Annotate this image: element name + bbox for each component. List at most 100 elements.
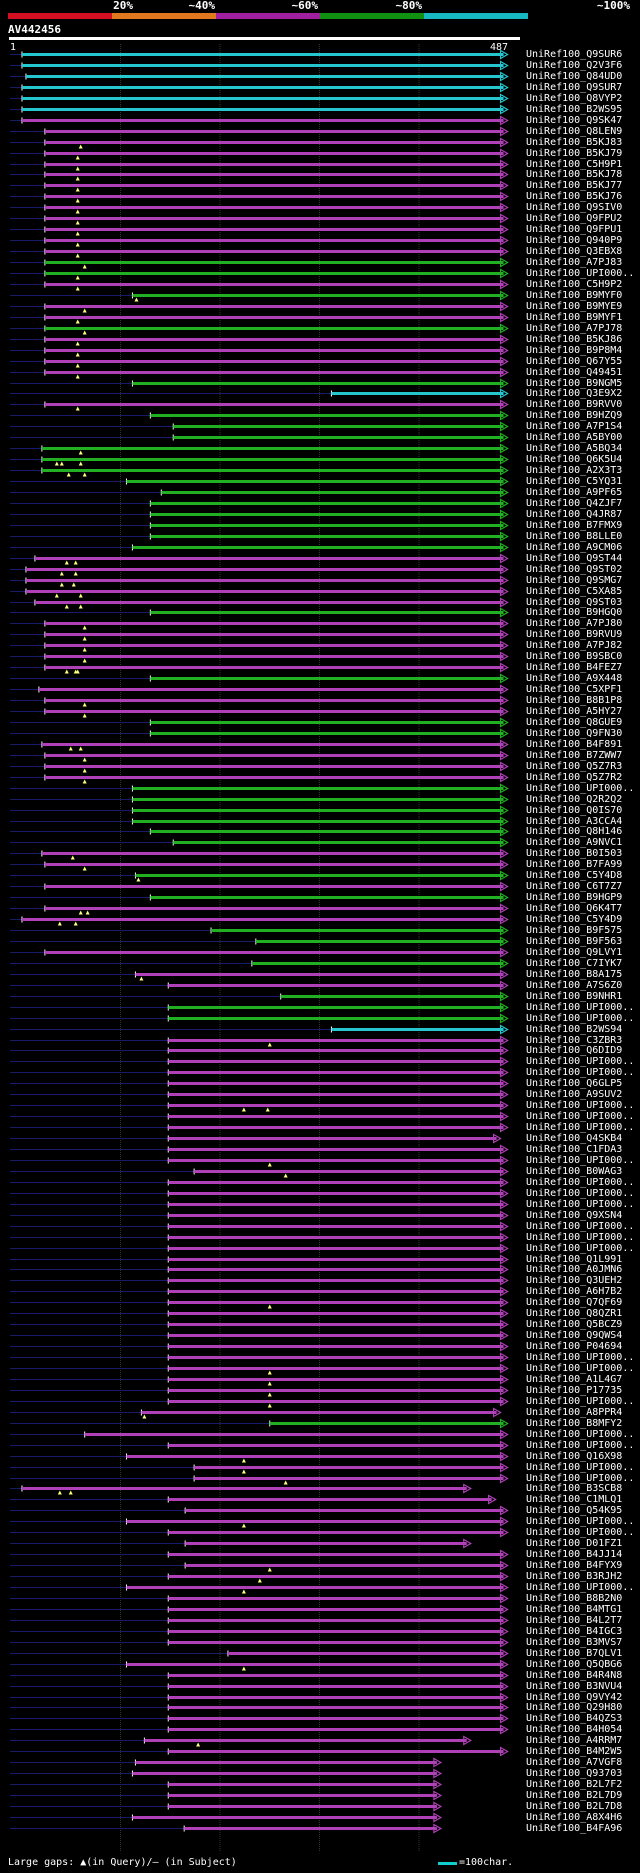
hit-label[interactable]: UniRef100_A4RRM7 bbox=[526, 1734, 623, 1746]
hit-row[interactable] bbox=[10, 487, 509, 498]
hit-row[interactable] bbox=[10, 301, 509, 313]
hit-row[interactable] bbox=[10, 684, 509, 695]
hit-row[interactable] bbox=[10, 1571, 509, 1583]
hit-row[interactable] bbox=[10, 334, 509, 346]
hit-row[interactable] bbox=[10, 213, 509, 225]
hit-row[interactable] bbox=[10, 1582, 509, 1594]
hit-row[interactable] bbox=[10, 1319, 509, 1330]
hit-row[interactable] bbox=[10, 356, 509, 368]
hit-row[interactable] bbox=[10, 1264, 509, 1275]
hit-label[interactable]: UniRef100_UPI000.. bbox=[526, 1198, 635, 1210]
hit-label[interactable]: UniRef100_A9X448 bbox=[526, 672, 623, 684]
hit-row[interactable] bbox=[10, 903, 509, 915]
hit-row[interactable] bbox=[10, 1473, 509, 1485]
hit-label[interactable]: UniRef100_Q54K95 bbox=[526, 1504, 623, 1516]
hit-label[interactable]: UniRef100_UPI000.. bbox=[526, 1220, 635, 1232]
hit-row[interactable] bbox=[10, 542, 509, 553]
hit-label[interactable]: UniRef100_Q9ST44 bbox=[526, 552, 623, 564]
hit-row[interactable] bbox=[10, 1352, 509, 1363]
hit-row[interactable] bbox=[10, 1089, 509, 1100]
hit-row[interactable] bbox=[10, 1538, 472, 1549]
hit-label[interactable]: UniRef100_Q3EBX8 bbox=[526, 245, 623, 257]
hit-row[interactable] bbox=[10, 93, 509, 104]
hit-label[interactable]: UniRef100_C5H9P2 bbox=[526, 278, 623, 290]
hit-row[interactable] bbox=[10, 1494, 497, 1505]
hit-row[interactable] bbox=[10, 1823, 443, 1834]
hit-label[interactable]: UniRef100_UPI000.. bbox=[526, 1439, 635, 1451]
hit-row[interactable] bbox=[10, 323, 509, 335]
hit-label[interactable]: UniRef100_UPI000.. bbox=[526, 1461, 635, 1473]
hit-row[interactable] bbox=[10, 509, 509, 520]
hit-label[interactable]: UniRef100_Q0IS70 bbox=[526, 804, 623, 816]
hit-row[interactable] bbox=[10, 1024, 509, 1035]
hit-row[interactable] bbox=[10, 728, 509, 739]
hit-label[interactable]: UniRef100_Q16X98 bbox=[526, 1450, 623, 1462]
hit-label[interactable]: UniRef100_Q9SK47 bbox=[526, 114, 623, 126]
hit-row[interactable] bbox=[10, 246, 509, 258]
hit-row[interactable] bbox=[10, 1308, 509, 1319]
hit-label[interactable]: UniRef100_A7VGF8 bbox=[526, 1756, 623, 1768]
hit-label[interactable]: UniRef100_B4R4N8 bbox=[526, 1669, 623, 1681]
hit-row[interactable] bbox=[10, 180, 509, 192]
hit-label[interactable]: UniRef100_Q4ZJF7 bbox=[526, 497, 623, 509]
hit-label[interactable]: UniRef100_B8B2N0 bbox=[526, 1592, 623, 1604]
hit-row[interactable] bbox=[10, 1407, 502, 1419]
hit-label[interactable]: UniRef100_C6T7Z7 bbox=[526, 880, 623, 892]
hit-row[interactable] bbox=[10, 257, 509, 269]
hit-row[interactable] bbox=[10, 1330, 509, 1341]
hit-label[interactable]: UniRef100_Q9LVY1 bbox=[526, 946, 623, 958]
hit-label[interactable]: UniRef100_B8B1P8 bbox=[526, 694, 623, 706]
hit-label[interactable]: UniRef100_A7PJ80 bbox=[526, 617, 623, 629]
hit-row[interactable] bbox=[10, 597, 509, 609]
hit-label[interactable]: UniRef100_C5H9P1 bbox=[526, 158, 623, 170]
hit-label[interactable]: UniRef100_B5KJ76 bbox=[526, 190, 623, 202]
hit-label[interactable]: UniRef100_P17735 bbox=[526, 1384, 623, 1396]
hit-row[interactable] bbox=[10, 1374, 509, 1386]
hit-label[interactable]: UniRef100_Q6K5U4 bbox=[526, 453, 623, 465]
hit-label[interactable]: UniRef100_A8X4H6 bbox=[526, 1811, 623, 1823]
hit-label[interactable]: UniRef100_B3NVU4 bbox=[526, 1680, 623, 1692]
hit-row[interactable] bbox=[10, 1385, 509, 1397]
hit-label[interactable]: UniRef100_Q49451 bbox=[526, 366, 623, 378]
hit-row[interactable] bbox=[10, 706, 509, 718]
hit-label[interactable]: UniRef100_A7PJ78 bbox=[526, 322, 623, 334]
hit-label[interactable]: UniRef100_B9F563 bbox=[526, 935, 623, 947]
hit-row[interactable] bbox=[10, 1670, 509, 1681]
hit-row[interactable] bbox=[10, 60, 509, 71]
hit-row[interactable] bbox=[10, 794, 509, 805]
hit-label[interactable]: UniRef100_B4QZS3 bbox=[526, 1712, 623, 1724]
hit-label[interactable]: UniRef100_Q6GLP5 bbox=[526, 1077, 623, 1089]
hit-row[interactable] bbox=[10, 1210, 509, 1221]
hit-row[interactable] bbox=[10, 476, 509, 487]
hit-label[interactable]: UniRef100_B9MYF0 bbox=[526, 289, 623, 301]
hit-row[interactable] bbox=[10, 399, 509, 411]
hit-label[interactable]: UniRef100_UPI000.. bbox=[526, 1187, 635, 1199]
hit-label[interactable]: UniRef100_Q8LEN9 bbox=[526, 125, 623, 137]
hit-label[interactable]: UniRef100_B3RJH2 bbox=[526, 1570, 623, 1582]
hit-row[interactable] bbox=[10, 1648, 509, 1659]
hit-label[interactable]: UniRef100_B9NHR1 bbox=[526, 990, 623, 1002]
hit-row[interactable] bbox=[10, 1341, 509, 1352]
hit-label[interactable]: UniRef100_C7IYK7 bbox=[526, 957, 623, 969]
hit-row[interactable] bbox=[10, 695, 509, 707]
hit-row[interactable] bbox=[10, 1418, 509, 1429]
hit-label[interactable]: UniRef100_C5Y4D9 bbox=[526, 913, 623, 925]
hit-label[interactable]: UniRef100_C5XA85 bbox=[526, 585, 623, 597]
hit-label[interactable]: UniRef100_UPI000.. bbox=[526, 1242, 635, 1254]
hit-label[interactable]: UniRef100_UPI000.. bbox=[526, 1351, 635, 1363]
hit-row[interactable] bbox=[10, 1100, 509, 1112]
hit-label[interactable]: UniRef100_B2WS95 bbox=[526, 103, 623, 115]
hit-row[interactable] bbox=[10, 1505, 509, 1516]
hit-row[interactable] bbox=[10, 805, 509, 816]
hit-label[interactable]: UniRef100_B9HZQ9 bbox=[526, 409, 623, 421]
hit-label[interactable]: UniRef100_B7FA99 bbox=[526, 858, 623, 870]
hit-label[interactable]: UniRef100_B2WS94 bbox=[526, 1023, 623, 1035]
hit-row[interactable] bbox=[10, 1779, 443, 1790]
hit-row[interactable] bbox=[10, 772, 509, 784]
hit-row[interactable] bbox=[10, 1451, 509, 1463]
hit-label[interactable]: UniRef100_B4H054 bbox=[526, 1723, 623, 1735]
hit-row[interactable] bbox=[10, 1363, 509, 1375]
hit-label[interactable]: UniRef100_B5KJ77 bbox=[526, 179, 623, 191]
hit-label[interactable]: UniRef100_B5KJ86 bbox=[526, 333, 623, 345]
hit-label[interactable]: UniRef100_A1L4G7 bbox=[526, 1373, 623, 1385]
